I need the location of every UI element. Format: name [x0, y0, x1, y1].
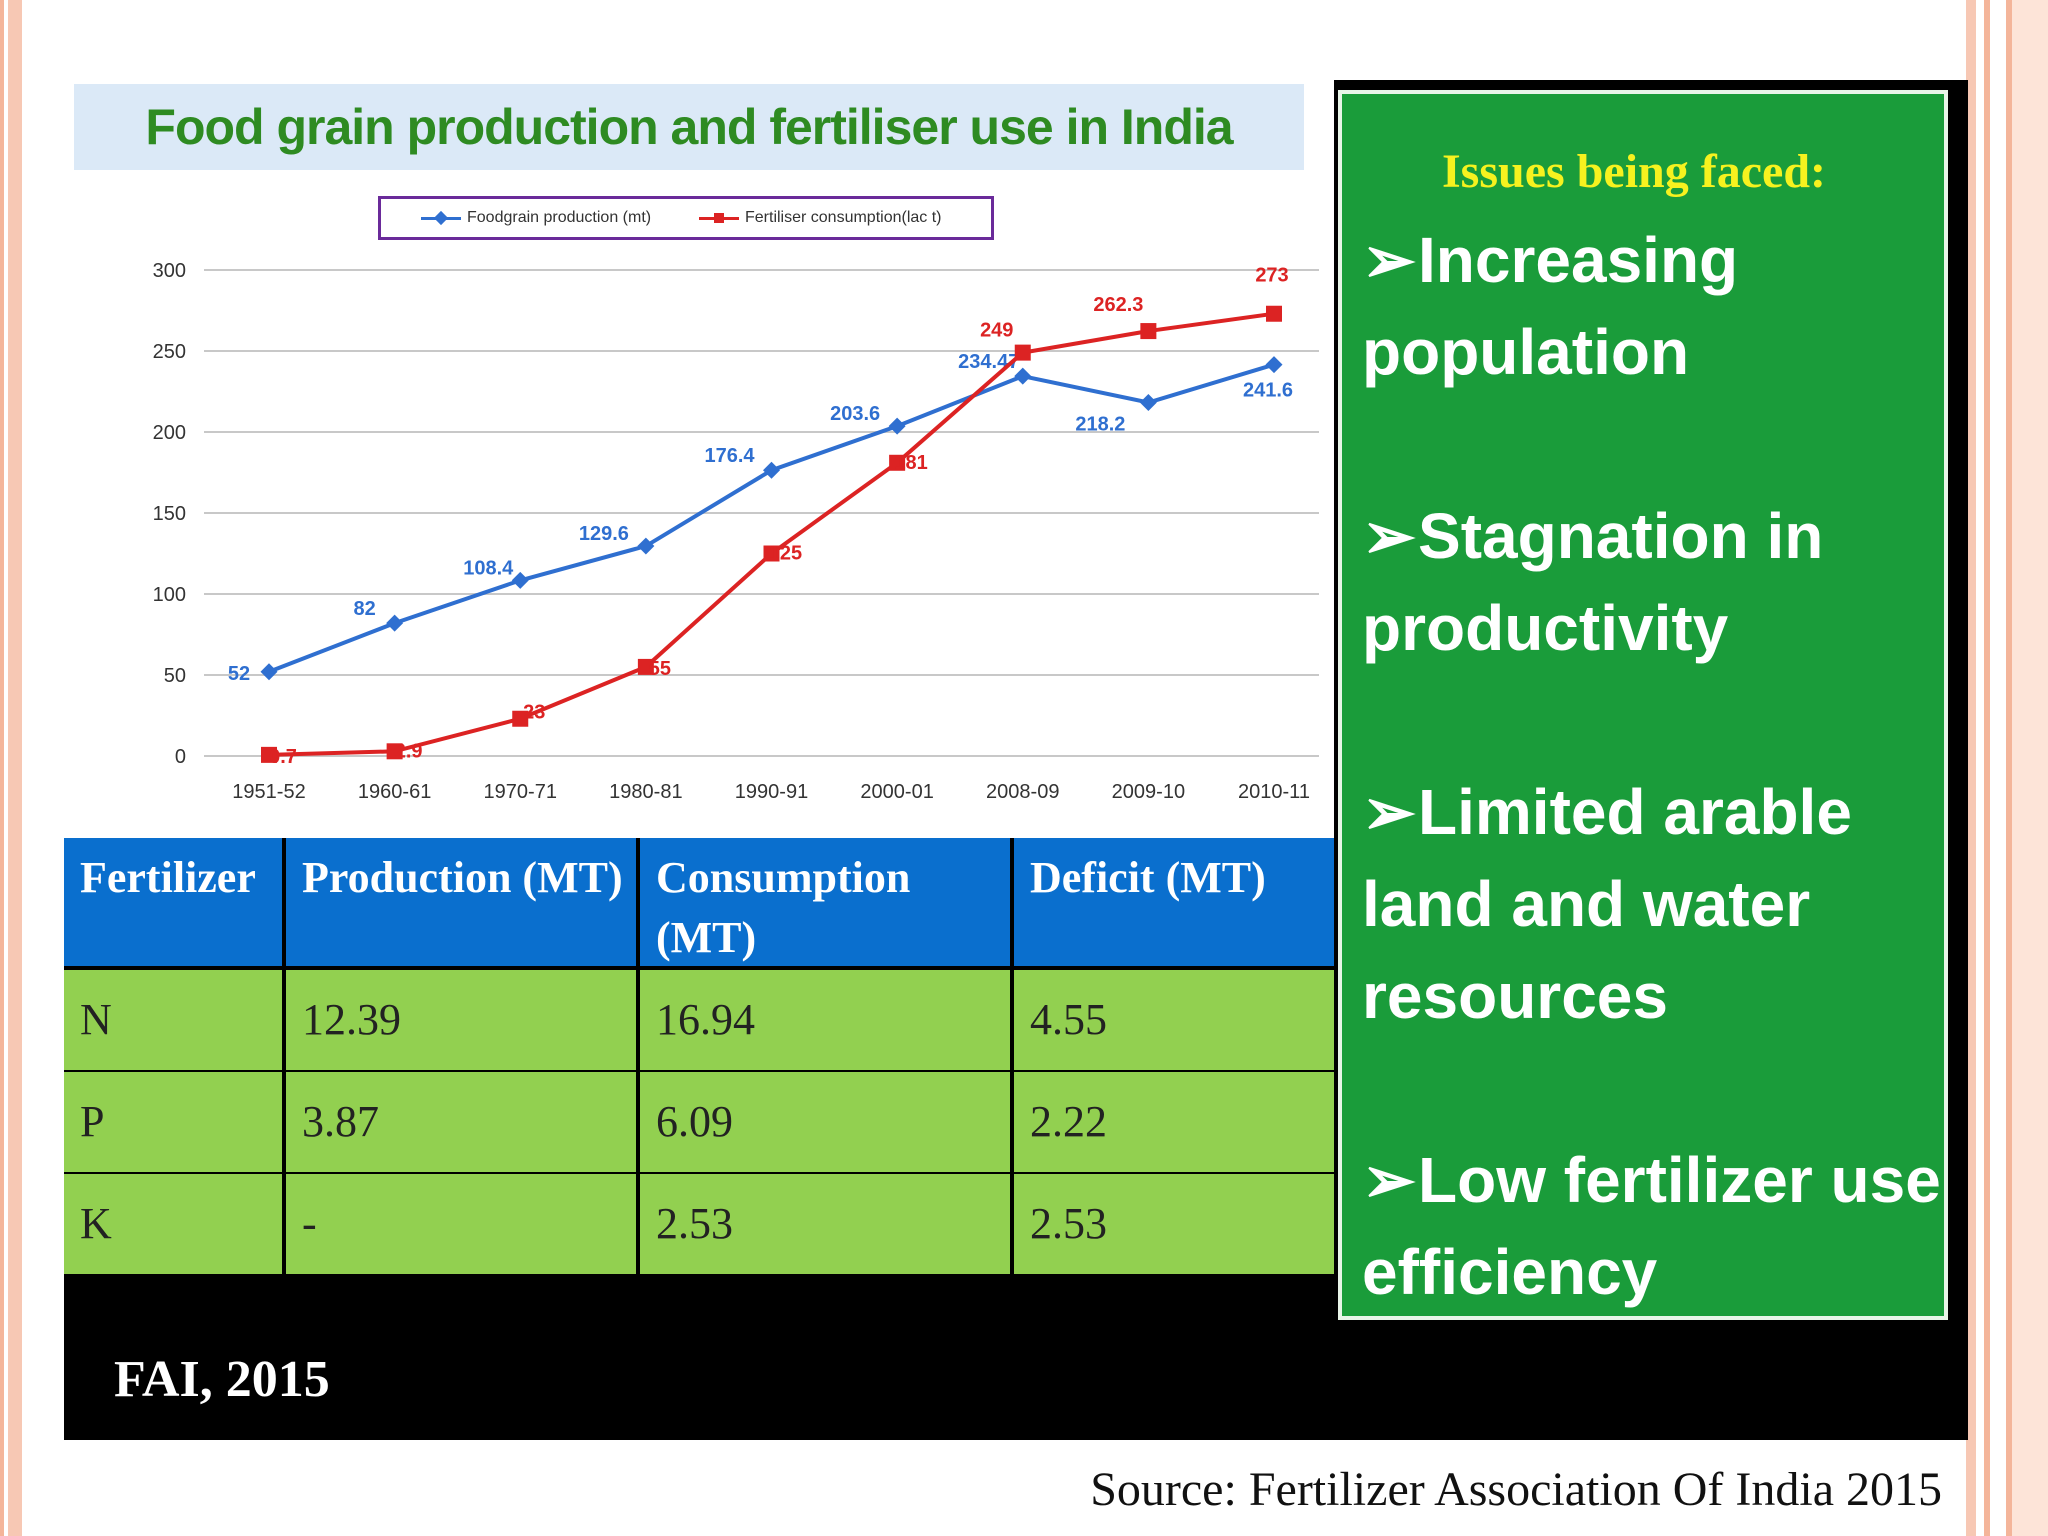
- table-cell: 2.22: [1014, 1072, 1334, 1172]
- data-label: 0.7: [269, 746, 297, 768]
- x-tick-label: 1951-52: [232, 781, 305, 803]
- data-label: 2.9: [395, 740, 423, 762]
- data-label: 262.3: [1093, 294, 1143, 316]
- data-point: [763, 545, 780, 562]
- x-tick-label: 2010-11: [1238, 781, 1310, 803]
- data-point: [763, 461, 780, 479]
- issue-item: ➢Stagnation in productivity: [1362, 490, 1942, 674]
- data-label: 125: [769, 543, 802, 565]
- data-point: [888, 417, 906, 435]
- y-tick-label: 50: [164, 665, 186, 687]
- x-tick-label: 2009-10: [1112, 781, 1185, 803]
- y-tick-label: 150: [153, 503, 186, 525]
- issue-text: Low fertilizer use efficiency: [1362, 1144, 1941, 1308]
- fertilizer-table: Fertilizer Production (MT) Consumption (…: [64, 838, 1334, 1316]
- data-point: [637, 537, 655, 555]
- y-tick-label: 100: [153, 584, 186, 606]
- data-label: 129.6: [579, 523, 629, 545]
- table-header-deficit: Deficit (MT): [1014, 838, 1334, 966]
- table-cell: 3.87: [286, 1072, 636, 1172]
- legend-label-fertiliser: Fertiliser consumption(lac t): [745, 209, 942, 226]
- issues-panel: Issues being faced: ➢Increasing populati…: [1338, 90, 1948, 1320]
- table-cell: 4.55: [1014, 970, 1334, 1070]
- x-tick-label: 2000-01: [860, 781, 933, 803]
- data-point: [1265, 356, 1283, 374]
- legend-label-foodgrain: Foodgrain production (mt): [467, 209, 652, 226]
- issue-item: ➢Increasing population: [1362, 214, 1942, 398]
- table-header-fertilizer: Fertilizer: [64, 838, 282, 966]
- data-point: [512, 710, 529, 727]
- y-tick-label: 0: [175, 746, 186, 768]
- data-label: 181: [894, 452, 927, 474]
- table-cell: P: [64, 1072, 282, 1172]
- data-point: [889, 454, 906, 471]
- chart-legend: Foodgrain production (mt) Fertiliser con…: [378, 196, 994, 240]
- data-point: [1139, 394, 1157, 412]
- data-point: [1266, 305, 1282, 322]
- table-cell: -: [286, 1174, 636, 1274]
- arrow-bullet-icon: ➢: [1362, 224, 1416, 296]
- table-cell: 2.53: [1014, 1174, 1334, 1274]
- data-label: 176.4: [704, 445, 755, 467]
- data-label: 52: [228, 663, 250, 685]
- issue-text: Limited arable land and water resources: [1362, 776, 1852, 1032]
- slide-frame-right: [1966, 0, 2048, 1536]
- arrow-bullet-icon: ➢: [1362, 1144, 1416, 1216]
- series-line: [268, 362, 1275, 674]
- table-cell: N: [64, 970, 282, 1070]
- chart-title-band: Food grain production and fertiliser use…: [74, 84, 1304, 170]
- data-point: [511, 571, 529, 589]
- data-label: 241.6: [1243, 380, 1293, 402]
- table-header-consumption: Consumption (MT): [640, 838, 1010, 966]
- data-label: 55: [649, 658, 671, 680]
- arrow-bullet-icon: ➢: [1362, 500, 1416, 572]
- legend-marker-fertiliser: [714, 213, 724, 223]
- x-tick-label: 1970-71: [484, 781, 557, 803]
- table-cell: 16.94: [640, 970, 1010, 1070]
- y-tick-label: 250: [153, 341, 186, 363]
- issue-item: ➢Limited arable land and water resources: [1362, 766, 1942, 1042]
- data-label: 218.2: [1075, 414, 1125, 436]
- x-tick-label: 2008-09: [986, 781, 1059, 803]
- chart-title: Food grain production and fertiliser use…: [145, 99, 1233, 155]
- table-header-production: Production (MT): [286, 838, 636, 966]
- data-label: 249: [980, 320, 1013, 342]
- data-label: 108.4: [463, 557, 514, 579]
- source-note: Source: Fertilizer Association Of India …: [1090, 1463, 1942, 1516]
- data-label: 82: [354, 598, 376, 620]
- data-point: [637, 658, 654, 675]
- data-point: [261, 746, 277, 763]
- x-tick-label: 1990-91: [735, 781, 808, 803]
- x-tick-label: 1960-61: [358, 781, 431, 803]
- data-point: [386, 743, 403, 760]
- data-label: 273: [1255, 265, 1288, 287]
- slide-image: Food grain production and fertiliser use…: [64, 80, 1968, 1440]
- issue-text: Stagnation in productivity: [1362, 500, 1824, 664]
- series-line: [268, 311, 1275, 757]
- chart-area: Food grain production and fertiliser use…: [64, 80, 1334, 838]
- slide-frame-left: [0, 0, 22, 1536]
- data-point: [1014, 344, 1031, 361]
- arrow-bullet-icon: ➢: [1362, 776, 1416, 848]
- issues-title: Issues being faced:: [1442, 145, 1827, 198]
- y-tick-label: 200: [153, 422, 186, 444]
- data-point: [1140, 323, 1157, 340]
- data-label: 23: [523, 702, 545, 724]
- data-point: [260, 663, 278, 681]
- issue-text: Increasing population: [1362, 224, 1739, 388]
- x-tick-label: 1980-81: [609, 781, 682, 803]
- y-tick-label: 300: [153, 260, 186, 282]
- issue-item: ➢Low fertilizer use efficiency: [1362, 1134, 1942, 1318]
- table-cell: 2.53: [640, 1174, 1010, 1274]
- table-cell: K: [64, 1174, 282, 1274]
- citation-band: [64, 1316, 1968, 1440]
- table-cell: 6.09: [640, 1072, 1010, 1172]
- table-cell: 12.39: [286, 970, 636, 1070]
- line-chart: 0 50 100 150 200 250 300 1951-52 1960-61 1970-71 1…: [153, 260, 1319, 803]
- data-label: 203.6: [830, 403, 880, 425]
- data-point: [386, 614, 404, 632]
- citation-text: FAI, 2015: [114, 1351, 330, 1408]
